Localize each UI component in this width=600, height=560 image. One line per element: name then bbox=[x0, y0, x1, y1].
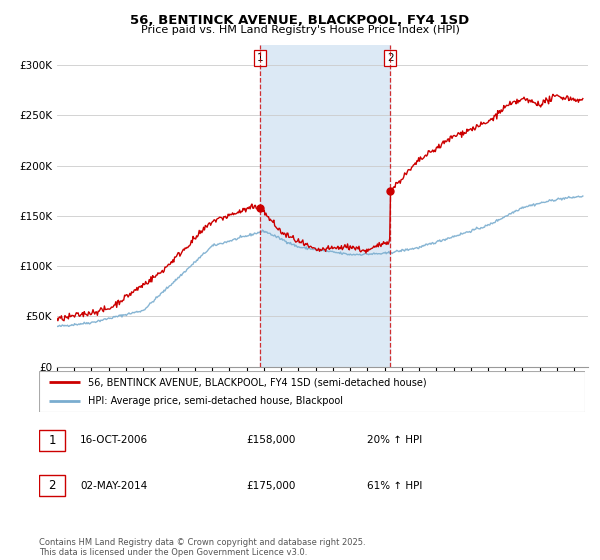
Text: 56, BENTINCK AVENUE, BLACKPOOL, FY4 1SD (semi-detached house): 56, BENTINCK AVENUE, BLACKPOOL, FY4 1SD … bbox=[88, 377, 427, 387]
Text: £175,000: £175,000 bbox=[247, 480, 296, 491]
Text: 02-MAY-2014: 02-MAY-2014 bbox=[80, 480, 147, 491]
Text: Contains HM Land Registry data © Crown copyright and database right 2025.
This d: Contains HM Land Registry data © Crown c… bbox=[39, 538, 365, 557]
Text: 1: 1 bbox=[49, 433, 56, 446]
Text: 61% ↑ HPI: 61% ↑ HPI bbox=[367, 480, 422, 491]
Text: £158,000: £158,000 bbox=[247, 435, 296, 445]
Bar bbox=[260, 45, 390, 367]
Text: 56, BENTINCK AVENUE, BLACKPOOL, FY4 1SD: 56, BENTINCK AVENUE, BLACKPOOL, FY4 1SD bbox=[130, 14, 470, 27]
FancyBboxPatch shape bbox=[39, 475, 65, 496]
Text: 20% ↑ HPI: 20% ↑ HPI bbox=[367, 435, 422, 445]
Text: 1: 1 bbox=[257, 53, 263, 63]
Text: 16-OCT-2006: 16-OCT-2006 bbox=[80, 435, 148, 445]
Text: HPI: Average price, semi-detached house, Blackpool: HPI: Average price, semi-detached house,… bbox=[88, 396, 343, 405]
Text: Price paid vs. HM Land Registry's House Price Index (HPI): Price paid vs. HM Land Registry's House … bbox=[140, 25, 460, 35]
FancyBboxPatch shape bbox=[39, 371, 585, 412]
Text: 2: 2 bbox=[49, 479, 56, 492]
FancyBboxPatch shape bbox=[39, 430, 65, 450]
Text: 2: 2 bbox=[387, 53, 394, 63]
